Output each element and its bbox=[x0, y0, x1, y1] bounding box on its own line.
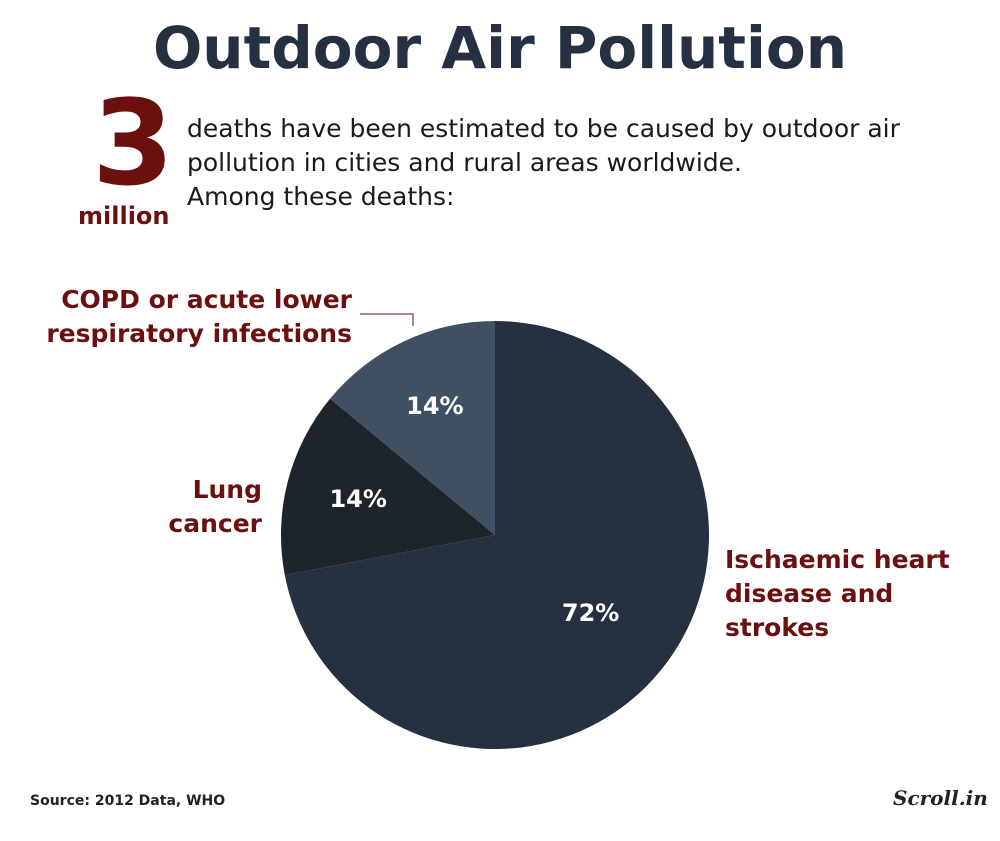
pie-slice bbox=[330, 321, 495, 535]
title: Outdoor Air Pollution bbox=[152, 14, 848, 82]
category-label: Ischaemic heart disease and strokes bbox=[725, 545, 950, 642]
category-label: Lung cancer bbox=[168, 475, 262, 538]
pie-slice bbox=[284, 321, 709, 749]
headline-subtext: Among these deaths: bbox=[187, 182, 455, 211]
source: Source: 2012 Data, WHO bbox=[30, 793, 226, 809]
value-label: 72% bbox=[562, 599, 619, 627]
category-label: COPD or acute lower respiratory infectio… bbox=[46, 285, 352, 348]
value-label: 14% bbox=[406, 392, 463, 420]
headline-unit: million bbox=[78, 202, 170, 230]
value-label: 14% bbox=[329, 485, 386, 513]
headline-number: 3 bbox=[92, 74, 175, 212]
pie-slice bbox=[280, 398, 495, 576]
leader-line bbox=[360, 313, 414, 326]
headline-text: deaths have been estimated to be caused … bbox=[187, 114, 900, 177]
brand-logo: Scroll.in bbox=[893, 786, 988, 810]
